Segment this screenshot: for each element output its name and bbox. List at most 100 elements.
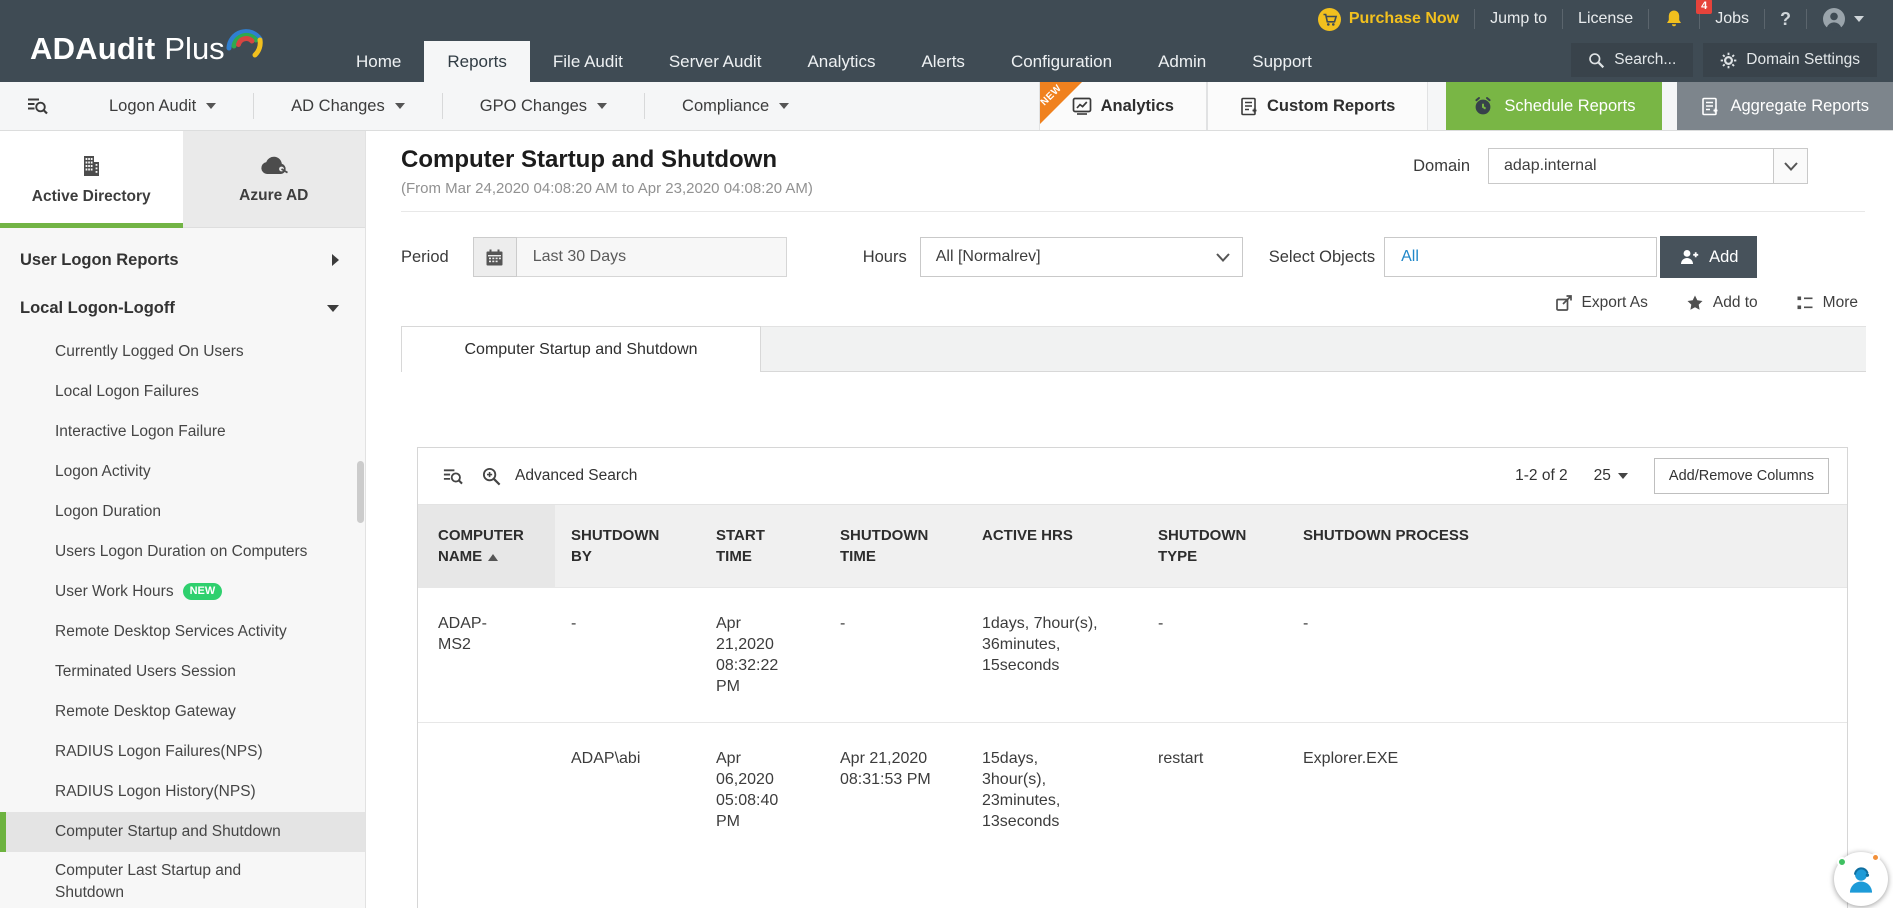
divider	[1648, 9, 1650, 29]
report-search-button[interactable]	[26, 95, 48, 117]
sidebar-item-terminated-users-session[interactable]: Terminated Users Session	[55, 663, 236, 680]
column-search-icon[interactable]	[442, 466, 463, 487]
menu-compliance[interactable]: Compliance	[645, 97, 826, 116]
cell-shutdown-by: ADAP\abi	[555, 722, 700, 857]
nav-configuration[interactable]: Configuration	[1010, 52, 1113, 71]
cart-icon	[1317, 7, 1341, 31]
advanced-search-label[interactable]: Advanced Search	[515, 467, 638, 484]
column-header-shutdown-process[interactable]: SHUTDOWN PROCESS	[1287, 504, 1847, 588]
profile-menu-button[interactable]	[1807, 7, 1879, 31]
aggregate-reports-label: Aggregate Reports	[1730, 96, 1869, 115]
jobs-link[interactable]: Jobs	[1700, 10, 1764, 28]
sidebar-item-computer-last-startup-and-shutdown[interactable]: Computer Last Startup and Shutdown	[55, 862, 242, 901]
sidebar-report-list: User Logon Reports Local Logon-Logoff Cu…	[0, 228, 365, 904]
aggregate-reports-icon	[1702, 97, 1718, 115]
sidebar-item-users-logon-duration-on-computers[interactable]: Users Logon Duration on Computers	[55, 543, 308, 560]
chevron-down-icon	[779, 103, 790, 109]
cell-shutdown-time: -	[824, 587, 966, 723]
analytics-button[interactable]: NEW Analytics	[1038, 82, 1207, 130]
license-link[interactable]: License	[1563, 10, 1648, 28]
notifications-button[interactable]: 4	[1649, 0, 1713, 29]
advanced-search-icon[interactable]	[481, 466, 502, 487]
jump-to-label: Jump to	[1490, 10, 1548, 27]
custom-reports-button[interactable]: Custom Reports	[1206, 82, 1429, 130]
more-button[interactable]: More	[1796, 294, 1858, 312]
cell-shutdown-process: Explorer.EXE	[1287, 722, 1847, 857]
nav-home[interactable]: Home	[356, 52, 402, 71]
export-as-button[interactable]: Export As	[1555, 294, 1648, 312]
logo-text-light: Plus	[164, 31, 225, 66]
help-button[interactable]: ?	[1765, 9, 1806, 30]
sidebar-item-radius-logon-history[interactable]: RADIUS Logon History(NPS)	[55, 783, 256, 800]
add-button[interactable]: Add	[1660, 236, 1758, 278]
tab-computer-startup-and-shutdown[interactable]: Computer Startup and Shutdown	[401, 326, 761, 372]
sidebar-item-user-work-hours[interactable]: User Work Hours NEW	[0, 572, 365, 612]
sidebar-item-logon-duration[interactable]: Logon Duration	[55, 503, 161, 520]
sidebar-item-interactive-logon-failure[interactable]: Interactive Logon Failure	[55, 423, 226, 440]
menu-gpo-changes[interactable]: GPO Changes	[443, 97, 644, 116]
tab-azure-ad[interactable]: Azure AD	[182, 131, 365, 228]
jump-to-link[interactable]: Jump to	[1475, 10, 1562, 28]
period-value-field[interactable]: Last 30 Days	[516, 237, 787, 277]
nav-analytics[interactable]: Analytics	[807, 52, 876, 71]
column-header-computer-name[interactable]: COMPUTER NAME	[418, 504, 555, 588]
sidebar-item-remote-desktop-services-activity[interactable]: Remote Desktop Services Activity	[55, 623, 287, 640]
menu-logon-audit[interactable]: Logon Audit	[72, 97, 253, 116]
aggregate-reports-button[interactable]: Aggregate Reports	[1677, 82, 1893, 130]
schedule-reports-button[interactable]: Schedule Reports	[1446, 82, 1663, 130]
utility-bar: Purchase Now Jump to License 4 Jobs ?	[1303, 0, 1879, 38]
nav-alerts[interactable]: Alerts	[921, 52, 965, 71]
sidebar-item-local-logon-failures[interactable]: Local Logon Failures	[55, 383, 199, 400]
chevron-down-icon	[327, 304, 339, 312]
add-remove-columns-button[interactable]: Add/Remove Columns	[1653, 458, 1829, 494]
select-objects-label: Select Objects	[1268, 247, 1376, 266]
purchase-now-link[interactable]: Purchase Now	[1303, 7, 1474, 31]
calendar-button[interactable]	[472, 237, 517, 277]
support-chat-button[interactable]	[1834, 852, 1888, 906]
app-logo[interactable]: ADAudit Plus	[30, 20, 267, 64]
domain-settings-button[interactable]: Domain Settings	[1703, 43, 1877, 77]
column-header-start-time[interactable]: START TIME	[700, 504, 824, 588]
tab-active-directory[interactable]: Active Directory	[0, 131, 183, 228]
domain-label: Domain	[1413, 156, 1470, 175]
divider	[1806, 9, 1807, 29]
sidebar-scrollbar[interactable]	[357, 461, 364, 523]
column-header-active-hrs[interactable]: ACTIVE HRS	[966, 504, 1142, 588]
new-ribbon	[1039, 82, 1082, 124]
column-header-shutdown-time[interactable]: SHUTDOWN TIME	[824, 504, 966, 588]
nav-server-audit[interactable]: Server Audit	[668, 52, 762, 71]
global-search-button[interactable]: Search...	[1571, 43, 1694, 77]
schedule-reports-label: Schedule Reports	[1504, 96, 1636, 115]
hours-select[interactable]: All [Normalrev]	[919, 237, 1243, 277]
nav-admin[interactable]: Admin	[1158, 52, 1207, 71]
add-to-button[interactable]: Add to	[1686, 294, 1758, 312]
select-objects-field[interactable]: All	[1384, 237, 1658, 277]
period-value: Last 30 Days	[532, 248, 627, 265]
column-header-shutdown-type[interactable]: SHUTDOWN TYPE	[1142, 504, 1287, 588]
menu-ad-changes[interactable]: AD Changes	[254, 97, 442, 116]
cloud-icon	[261, 156, 288, 174]
sidebar-item-computer-startup-and-shutdown[interactable]: Computer Startup and Shutdown	[0, 812, 365, 852]
domain-select-chevron[interactable]	[1774, 148, 1808, 184]
section-user-logon-reports[interactable]: User Logon Reports	[0, 236, 365, 284]
chevron-down-icon	[597, 103, 608, 109]
domain-select[interactable]: adap.internal	[1488, 148, 1774, 184]
table-row[interactable]: ADAP-MS2 - Apr 21,2020 08:32:22 PM - 1da…	[418, 587, 1847, 723]
sidebar-item-logon-activity[interactable]: Logon Activity	[55, 463, 151, 480]
support-agent-icon	[1849, 867, 1873, 893]
column-label: COMPUTER NAME	[438, 527, 524, 565]
sidebar-item-remote-desktop-gateway[interactable]: Remote Desktop Gateway	[55, 703, 236, 720]
nav-reports[interactable]: Reports	[424, 41, 530, 82]
sidebar-item-label: User Work Hours	[55, 583, 174, 600]
nav-support[interactable]: Support	[1252, 52, 1312, 71]
section-local-logon-logoff[interactable]: Local Logon-Logoff	[0, 284, 365, 332]
sidebar-item-radius-logon-failures[interactable]: RADIUS Logon Failures(NPS)	[55, 743, 263, 760]
table-row[interactable]: ADAP\abi Apr 06,2020 05:08:40 PM Apr 21,…	[418, 722, 1847, 857]
nav-file-audit[interactable]: File Audit	[552, 52, 623, 71]
hours-value: All [Normalrev]	[935, 248, 1041, 265]
custom-reports-label: Custom Reports	[1266, 96, 1396, 115]
gear-icon	[1720, 52, 1737, 68]
column-header-shutdown-by[interactable]: SHUTDOWN BY	[555, 504, 700, 588]
sidebar-item-currently-logged-on-users[interactable]: Currently Logged On Users	[55, 343, 244, 360]
page-size-select[interactable]: 25	[1594, 467, 1628, 485]
